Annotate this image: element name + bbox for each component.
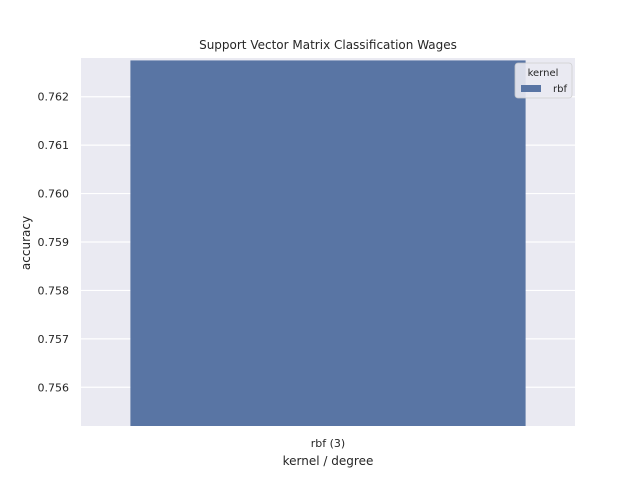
y-tick-label: 0.758: [38, 284, 70, 297]
y-tick-label: 0.757: [38, 333, 70, 346]
y-tick-label: 0.756: [38, 381, 70, 394]
bar: [130, 60, 526, 426]
x-axis-label: kernel / degree: [283, 454, 374, 468]
x-tick-labels: rbf (3): [311, 437, 345, 450]
legend-swatch: [521, 85, 541, 92]
y-tick-labels: 0.756 0.757 0.758 0.759 0.760 0.761 0.762: [38, 91, 70, 395]
legend-title: kernel: [528, 68, 559, 79]
y-tick-label: 0.760: [38, 188, 70, 201]
chart-title: Support Vector Matrix Classification Wag…: [199, 38, 457, 52]
x-tick-label: rbf (3): [311, 437, 345, 450]
y-tick-label: 0.759: [38, 236, 70, 249]
legend: kernel rbf: [514, 62, 573, 99]
y-tick-label: 0.761: [38, 139, 70, 152]
bars: [130, 60, 526, 426]
y-axis-label: accuracy: [19, 216, 33, 270]
legend-entry-label: rbf: [553, 84, 567, 95]
y-tick-label: 0.762: [38, 91, 70, 104]
